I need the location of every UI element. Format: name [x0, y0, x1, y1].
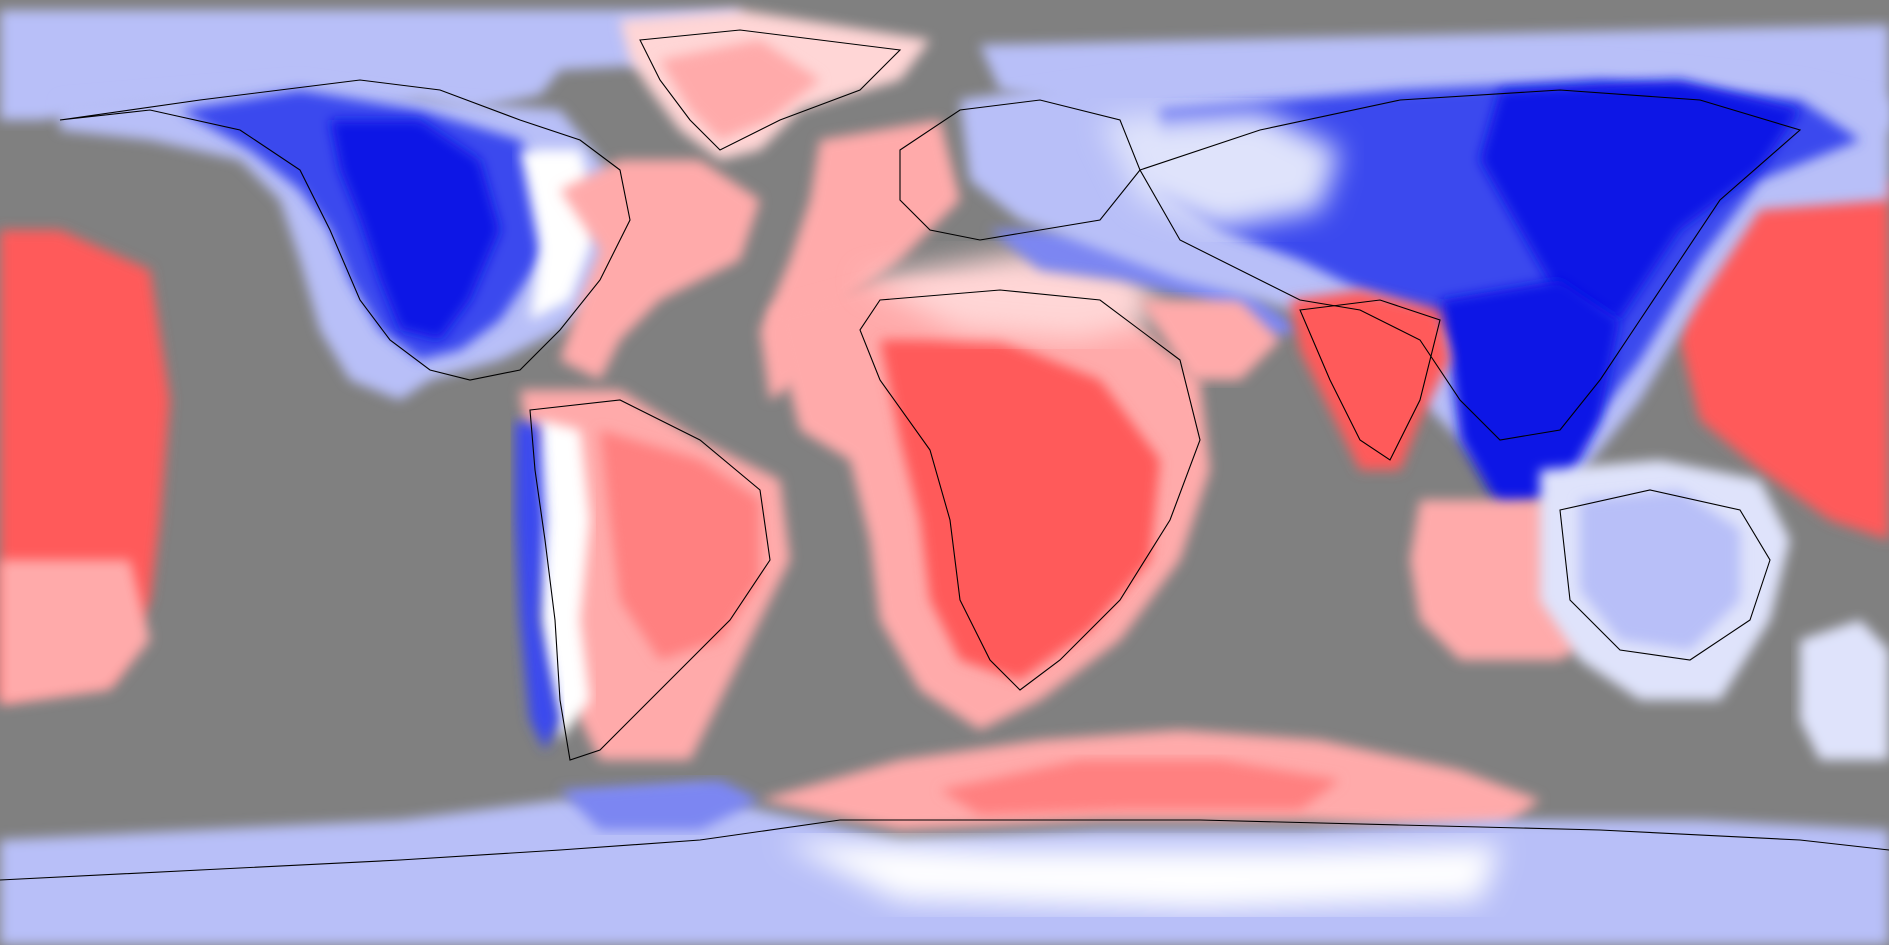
antarctic-peninsula-blue [560, 780, 760, 830]
coastline-asia [1139, 89, 1802, 441]
southern-ocean-core [940, 760, 1340, 815]
coastline-africa [859, 289, 1201, 691]
coastline-europe [899, 99, 1141, 241]
central-asia-pale [1100, 110, 1340, 230]
coastline-north-america [59, 79, 631, 381]
north-america-strong [330, 120, 500, 340]
australia-core [1580, 490, 1740, 650]
north-atlantic-field [560, 160, 760, 380]
pacific-east-south-fade [0, 560, 150, 705]
siberia-strong [1480, 80, 1800, 320]
antarctica-center-white [780, 840, 1500, 910]
coastline-india [1299, 299, 1441, 461]
pacific-west-field [1680, 180, 1889, 540]
se-asia-strong [1440, 280, 1620, 510]
coastline-antarctica [0, 819, 1889, 881]
africa-core [880, 340, 1160, 680]
andes-blue [515, 420, 560, 750]
coastline-greenland [639, 29, 902, 151]
new-zealand-field [1800, 620, 1889, 760]
greenland-core [660, 40, 820, 140]
arabia-field [1140, 300, 1280, 380]
south-america-core [600, 430, 760, 660]
coastlines [0, 29, 1889, 881]
coastline-australia [1559, 489, 1771, 661]
coastline-south-america [529, 399, 771, 761]
data-field [0, 10, 1889, 945]
